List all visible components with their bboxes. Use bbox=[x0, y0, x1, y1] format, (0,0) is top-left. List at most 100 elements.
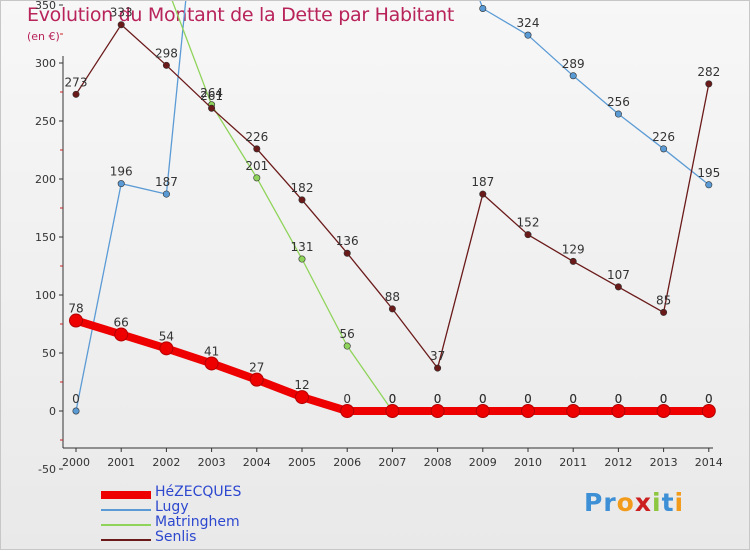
data-label: 0 bbox=[479, 392, 487, 406]
x-tick-label: 2004 bbox=[243, 456, 271, 469]
data-label: 273 bbox=[65, 75, 88, 89]
data-label: 0 bbox=[434, 392, 442, 406]
data-label: 201 bbox=[245, 159, 268, 173]
data-label: 12 bbox=[294, 378, 309, 392]
data-label: 66 bbox=[114, 315, 129, 329]
data-label: 0 bbox=[389, 392, 397, 406]
legend-label: Matringhem bbox=[155, 514, 240, 530]
data-label: 41 bbox=[204, 344, 219, 358]
x-tick-label: 2005 bbox=[288, 456, 316, 469]
data-label: 182 bbox=[291, 181, 314, 195]
data-label: 131 bbox=[291, 240, 314, 254]
x-tick-label: 2003 bbox=[198, 456, 226, 469]
data-point bbox=[162, 190, 170, 198]
data-label: 0 bbox=[569, 392, 577, 406]
data-point bbox=[298, 196, 306, 204]
data-point bbox=[295, 390, 309, 405]
legend-swatch bbox=[101, 491, 151, 499]
data-point bbox=[521, 404, 535, 418]
data-label: 289 bbox=[562, 57, 585, 71]
data-point bbox=[388, 305, 396, 313]
x-tick-label: 2002 bbox=[152, 456, 180, 469]
data-label: 0 bbox=[705, 392, 713, 406]
data-label: 0 bbox=[524, 392, 532, 406]
logo-letter: i bbox=[674, 488, 685, 517]
data-label: 54 bbox=[159, 329, 174, 343]
data-label: 324 bbox=[517, 16, 540, 30]
data-point bbox=[479, 4, 487, 12]
data-label: 195 bbox=[697, 166, 720, 180]
data-label: 0 bbox=[569, 392, 577, 406]
data-label: 129 bbox=[562, 242, 585, 256]
data-point bbox=[343, 249, 351, 257]
data-point bbox=[434, 364, 442, 372]
y-tick-label: 100 bbox=[35, 289, 56, 302]
x-tick-label: 2007 bbox=[378, 456, 406, 469]
data-point bbox=[340, 404, 355, 418]
data-label: 0 bbox=[72, 392, 80, 406]
x-tick-label: 2012 bbox=[604, 456, 632, 469]
data-point bbox=[204, 356, 219, 371]
data-label: 226 bbox=[652, 130, 675, 144]
logo-letter: t bbox=[661, 488, 675, 517]
y-tick-label: 0 bbox=[49, 405, 56, 418]
data-label: 264 bbox=[200, 86, 223, 100]
data-label: 0 bbox=[389, 392, 397, 406]
data-label: 261 bbox=[200, 89, 223, 103]
data-label: 136 bbox=[336, 234, 359, 248]
legend-label: Senlis bbox=[155, 529, 197, 545]
data-label: 0 bbox=[524, 392, 532, 406]
data-label: 37 bbox=[430, 349, 445, 363]
legend-swatch bbox=[101, 539, 151, 541]
x-tick-label: 2009 bbox=[469, 456, 497, 469]
chart-subtitle: (en €) bbox=[27, 30, 60, 43]
data-label: 347 bbox=[471, 1, 494, 3]
logo-letter: o bbox=[616, 488, 635, 517]
data-label: 0 bbox=[479, 392, 487, 406]
data-point bbox=[701, 404, 716, 418]
data-point bbox=[656, 404, 671, 418]
x-tick-label: 2001 bbox=[107, 456, 135, 469]
data-point bbox=[475, 404, 490, 418]
x-tick-label: 2011 bbox=[559, 456, 587, 469]
data-point bbox=[569, 72, 577, 80]
data-label: 0 bbox=[705, 392, 713, 406]
logo-letter: i bbox=[652, 488, 662, 517]
data-point bbox=[117, 180, 125, 188]
legend-label: HéZECQUES bbox=[155, 484, 242, 500]
legend-label: Lugy bbox=[155, 499, 189, 515]
data-point bbox=[117, 21, 125, 29]
data-label: 27 bbox=[249, 361, 264, 375]
y-tick-label: 50 bbox=[42, 347, 56, 360]
data-point bbox=[614, 110, 622, 118]
data-point bbox=[298, 255, 306, 263]
data-point bbox=[114, 327, 129, 342]
data-label: 107 bbox=[607, 268, 630, 282]
y-tick-label: -50 bbox=[38, 463, 56, 476]
data-point bbox=[343, 342, 351, 350]
data-label: 0 bbox=[434, 392, 442, 406]
data-point bbox=[72, 90, 80, 98]
data-point bbox=[162, 61, 170, 69]
data-label: 152 bbox=[517, 216, 540, 230]
logo-letter: r bbox=[603, 488, 617, 517]
data-label: 0 bbox=[660, 392, 668, 406]
y-tick-label: 250 bbox=[35, 115, 56, 128]
series-line-3 bbox=[75, 24, 710, 369]
data-label: 256 bbox=[607, 95, 630, 109]
x-tick-label: 2010 bbox=[514, 456, 542, 469]
data-point bbox=[524, 31, 532, 39]
data-point bbox=[705, 181, 713, 189]
data-point bbox=[566, 404, 581, 418]
data-point bbox=[524, 231, 532, 239]
data-point bbox=[611, 404, 626, 418]
data-label: 187 bbox=[155, 175, 178, 189]
data-point bbox=[660, 145, 668, 153]
data-point bbox=[249, 372, 264, 387]
legend-swatch bbox=[101, 509, 151, 511]
x-tick-label: 2014 bbox=[695, 456, 723, 469]
x-tick-label: 2013 bbox=[650, 456, 678, 469]
data-label: 298 bbox=[155, 46, 178, 60]
y-tick-label: 150 bbox=[35, 231, 56, 244]
